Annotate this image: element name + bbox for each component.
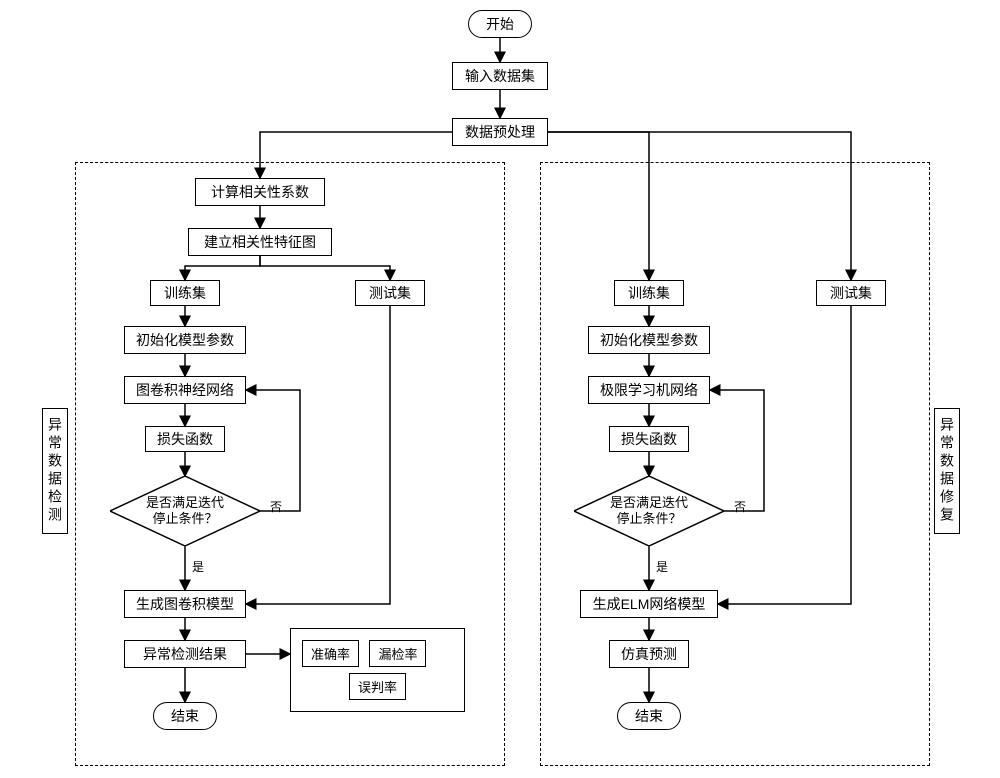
right-test-node: 测试集 [816, 280, 886, 306]
start-node: 开始 [468, 10, 532, 38]
right-yes-label: 是 [654, 558, 670, 575]
left-result-node: 异常检测结果 [124, 640, 246, 668]
metric-miss: 漏检率 [369, 640, 426, 667]
left-train-node: 训练集 [150, 280, 220, 306]
right-init-node: 初始化模型参数 [588, 326, 710, 354]
right-panel [540, 162, 930, 766]
input-node: 输入数据集 [452, 62, 548, 90]
left-no-label: 否 [268, 498, 284, 515]
left-test-node: 测试集 [355, 280, 425, 306]
left-gen-model-node: 生成图卷积模型 [124, 590, 246, 618]
left-decision-node: 是否满足迭代 停止条件？ [110, 476, 260, 546]
left-loss-node: 损失函数 [145, 426, 225, 452]
right-panel-label: 异常数据修复 [934, 408, 960, 534]
corr-coef-node: 计算相关性系数 [195, 178, 325, 206]
right-decision-node: 是否满足迭代 停止条件？ [574, 476, 724, 546]
preprocess-node: 数据预处理 [452, 118, 548, 146]
right-train-node: 训练集 [614, 280, 684, 306]
right-gen-model-node: 生成ELM网络模型 [580, 590, 718, 618]
metric-acc: 准确率 [302, 640, 359, 667]
corr-graph-node: 建立相关性特征图 [188, 228, 332, 256]
left-end-node: 结束 [153, 702, 217, 730]
left-yes-label: 是 [190, 558, 206, 575]
right-end-node: 结束 [617, 702, 681, 730]
metric-false: 误判率 [349, 673, 406, 700]
left-init-node: 初始化模型参数 [124, 326, 246, 354]
metrics-box: 准确率 漏检率 误判率 [290, 628, 465, 712]
left-panel-label: 异常数据检测 [42, 408, 68, 534]
right-no-label: 否 [732, 498, 748, 515]
elm-node: 极限学习机网络 [588, 376, 710, 404]
gcn-node: 图卷积神经网络 [124, 376, 246, 404]
right-sim-node: 仿真预测 [609, 640, 689, 668]
right-loss-node: 损失函数 [609, 426, 689, 452]
